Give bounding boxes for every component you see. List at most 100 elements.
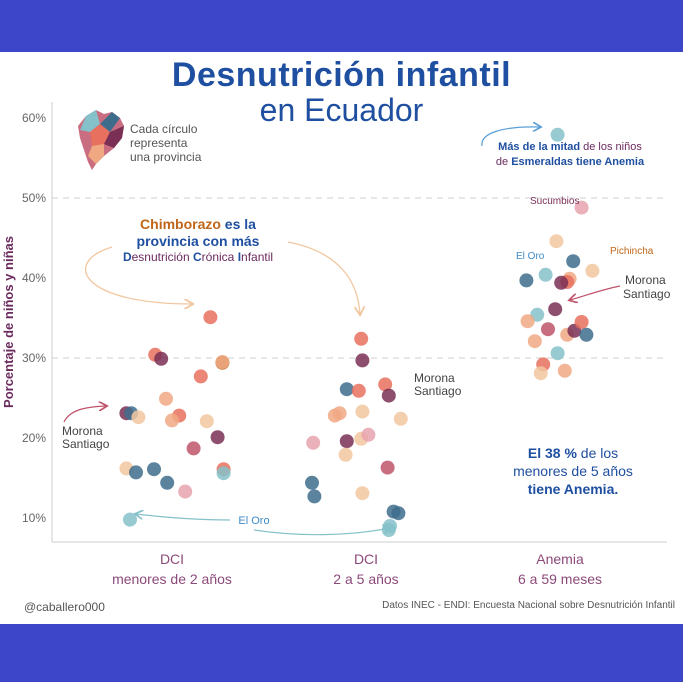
chimborazo-arrow-left <box>84 246 192 304</box>
data-point <box>159 391 173 406</box>
y-axis-label: Porcentaje de niños y niñas <box>1 236 16 408</box>
data-point <box>391 506 406 521</box>
title-line-2: en Ecuador <box>259 92 424 128</box>
chimborazo-name: Chimborazo <box>140 216 221 232</box>
title-line-1: Desnutrición infantil <box>171 56 512 94</box>
y-tick-label: 20% <box>22 431 46 445</box>
data-point <box>361 427 376 442</box>
data-point <box>193 369 208 384</box>
esmeraldas-line-1: Más de la mitad de los niños <box>498 141 642 153</box>
morona-left-line-1: Morona <box>62 424 103 438</box>
data-point <box>393 411 408 426</box>
dci-letter-i: I <box>238 250 241 264</box>
data-point <box>533 366 548 381</box>
morona-right-line-1: Morona <box>625 273 666 287</box>
data-point <box>165 413 179 428</box>
scatter-chart: 10% 20% 30% 40% 50% 60% Porcentaje de niños y… <box>1 102 667 567</box>
data-point <box>549 234 564 249</box>
morona-mid-line-1: Morona <box>414 371 455 385</box>
data-points <box>119 127 600 537</box>
esmeraldas-normal-2: de <box>496 156 511 168</box>
anemia-note-line-2: menores de 5 años <box>513 463 633 479</box>
y-tick-label: 40% <box>22 271 46 285</box>
data-point <box>355 353 370 368</box>
data-point <box>380 460 395 475</box>
data-point <box>554 275 569 290</box>
category-2-line-1: DCI <box>354 551 378 567</box>
data-point <box>339 382 354 397</box>
data-point <box>216 466 231 481</box>
data-point <box>519 273 534 288</box>
dci-word-1: esnutrición <box>132 250 193 264</box>
data-point <box>351 383 366 398</box>
dci-letter-d: D <box>123 250 132 264</box>
legend-note-line-1: Cada círculo <box>130 122 198 136</box>
category-1-line-2: menores de 2 años <box>112 571 232 587</box>
anemia-note-line-1: El 38 % de los <box>528 445 618 461</box>
category-3-line-2: 6 a 59 meses <box>518 571 602 587</box>
data-point <box>338 447 353 462</box>
annotation-chimborazo-line-1: Chimborazo es la <box>140 216 256 232</box>
esmeraldas-bold-1: Más de la mitad <box>498 141 580 153</box>
data-point <box>541 322 555 337</box>
anemia-note-normal: de los <box>577 445 618 461</box>
y-tick-label: 30% <box>22 351 46 365</box>
esmeraldas-line-2: de Esmeraldas tiene Anemia <box>496 156 645 168</box>
data-point <box>574 315 589 329</box>
el-oro-arrow-left <box>136 514 231 521</box>
el-oro-arrow-right <box>253 528 390 536</box>
category-2-line-2: 2 a 5 años <box>333 571 398 587</box>
data-point <box>215 355 230 369</box>
esmeraldas-normal-1: de los niños <box>580 141 642 153</box>
dci-letter-c: C <box>193 250 202 264</box>
data-point <box>147 462 161 477</box>
data-point <box>210 430 225 445</box>
category-3-line-1: Anemia <box>536 551 584 567</box>
data-point <box>550 127 565 142</box>
data-point <box>538 267 553 282</box>
data-point <box>178 484 193 499</box>
data-point <box>203 310 218 325</box>
morona-mid-line-2: Santiago <box>414 384 462 398</box>
ecuador-map-icon <box>78 110 124 170</box>
pichincha-label: Pichincha <box>610 246 654 257</box>
data-point <box>199 414 214 429</box>
data-point <box>354 331 369 346</box>
annotation-chimborazo-line-3: Desnutrición Crónica Infantil <box>123 250 273 264</box>
data-point <box>557 363 572 378</box>
data-point <box>332 406 347 421</box>
data-point <box>355 404 370 419</box>
data-point <box>566 254 581 269</box>
data-point <box>550 346 565 361</box>
category-labels-row2: menores de 2 años 2 a 5 años 6 a 59 mese… <box>112 571 602 587</box>
data-point <box>154 351 169 366</box>
dci-word-2: rónica <box>202 250 238 264</box>
morona-left-line-2: Santiago <box>62 437 110 451</box>
data-point <box>585 263 600 278</box>
anemia-note-line-3: tiene Anemia. <box>528 481 619 497</box>
annotations-layer: Chimborazo es la provincia con más Desnu… <box>62 52 671 536</box>
el-oro-right-label: El Oro <box>516 251 545 262</box>
data-point <box>307 489 322 504</box>
data-point <box>574 200 589 215</box>
data-point <box>355 486 370 501</box>
y-tick-labels: 10% 20% 30% 40% 50% 60% <box>22 111 46 525</box>
data-point <box>548 302 563 317</box>
data-point <box>339 434 354 449</box>
morona-right-line-2: Santiago <box>623 287 671 301</box>
esmeraldas-bold-2: Esmeraldas tiene Anemia <box>511 156 645 168</box>
y-tick-label: 50% <box>22 191 46 205</box>
data-point <box>579 327 594 342</box>
sucumbios-label: Sucumbios <box>530 196 579 207</box>
infographic-card: Desnutrición infantil en Ecuador 10% 20% 3… <box>0 52 683 624</box>
dci-word-3: nfantil <box>241 250 273 264</box>
top-band <box>0 0 683 52</box>
data-point <box>527 334 542 349</box>
data-point <box>186 441 201 456</box>
legend-note-line-3: una provincia <box>130 150 202 164</box>
bottom-band <box>0 624 683 682</box>
data-point <box>160 475 175 490</box>
el-oro-bottom-label: El Oro <box>238 515 269 527</box>
morona-left-arrow <box>63 406 106 423</box>
data-point <box>129 465 143 480</box>
